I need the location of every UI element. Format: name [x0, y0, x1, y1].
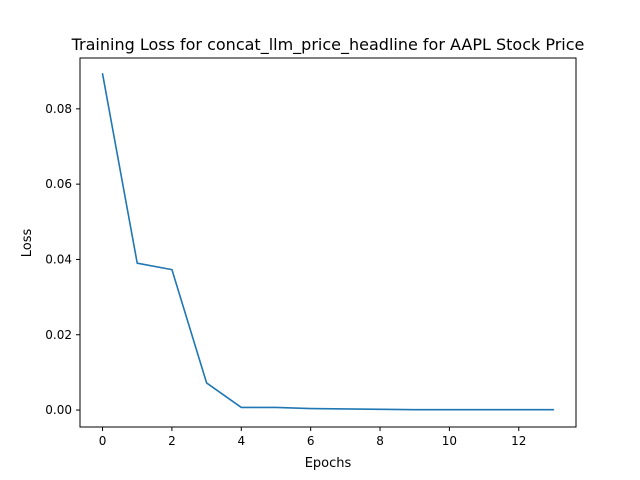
y-tick-label: 0.06	[45, 177, 72, 191]
series-layer	[101, 73, 555, 411]
data-point	[552, 408, 554, 410]
data-point	[205, 382, 207, 384]
x-tick-label: 4	[237, 434, 245, 448]
data-point	[518, 408, 520, 410]
x-axis-label: Epochs	[305, 456, 352, 471]
x-tick-label: 12	[511, 434, 526, 448]
data-point	[483, 408, 485, 410]
y-tick-label: 0.00	[45, 403, 72, 417]
data-point	[448, 408, 450, 410]
chart-title: Training Loss for concat_llm_price_headl…	[71, 35, 585, 55]
x-tick-label: 0	[99, 434, 107, 448]
data-point	[136, 262, 138, 264]
y-tick-label: 0.04	[45, 252, 72, 266]
plot-area: 0 2 4 6 8 10 12 0.00 0.02 0.04 0.06 0.08	[45, 57, 577, 448]
loss-series-line	[101, 73, 555, 411]
x-tick-label: 10	[442, 434, 457, 448]
x-tick-label: 6	[307, 434, 315, 448]
data-point	[101, 73, 103, 75]
data-point	[240, 406, 242, 408]
data-point	[171, 268, 173, 270]
x-axis: 0 2 4 6 8 10 12	[99, 427, 526, 448]
data-point	[379, 408, 381, 410]
x-tick-label: 8	[376, 434, 384, 448]
data-point	[275, 406, 277, 408]
data-point	[309, 407, 311, 409]
data-point	[414, 408, 416, 410]
y-tick-label: 0.02	[45, 328, 72, 342]
plot-frame	[79, 57, 577, 428]
x-tick-label: 2	[168, 434, 176, 448]
y-axis-label: Loss	[20, 229, 35, 258]
data-point	[344, 408, 346, 410]
y-tick-label: 0.08	[45, 102, 72, 116]
y-axis: 0.00 0.02 0.04 0.06 0.08	[45, 102, 80, 417]
